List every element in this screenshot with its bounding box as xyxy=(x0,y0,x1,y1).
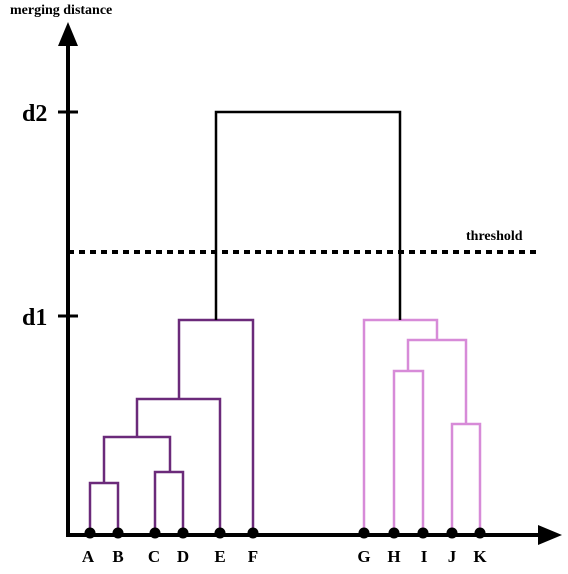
merge-c-d xyxy=(153,470,185,532)
leaf-label-k: K xyxy=(473,547,487,566)
leaf-point-h xyxy=(388,527,400,539)
merge-g-hijk xyxy=(362,318,439,532)
merge-ab-cd xyxy=(102,435,172,483)
x-axis-arrowhead xyxy=(538,525,562,545)
leaf-label-d: D xyxy=(177,547,189,566)
leaf-point-b xyxy=(112,527,124,539)
leaf-point-d xyxy=(177,527,189,539)
leaf-point-k xyxy=(474,527,486,539)
leaf-label-j: J xyxy=(448,547,457,566)
leaf-label-h: H xyxy=(387,547,400,566)
leaf-point-e xyxy=(214,527,226,539)
leaf-labels: A B C D E F G H I J K xyxy=(82,547,488,566)
right-cluster xyxy=(362,318,482,532)
tick-label-d1: d1 xyxy=(22,305,47,331)
y-axis-title: merging distance xyxy=(10,3,112,18)
y-axis-arrowhead xyxy=(58,22,78,46)
leaf-label-i: I xyxy=(421,547,428,566)
left-cluster xyxy=(88,318,255,532)
leaf-label-b: B xyxy=(112,547,123,566)
leaf-point-g xyxy=(358,527,370,539)
leaf-point-a xyxy=(84,527,96,539)
leaf-label-g: G xyxy=(357,547,370,566)
merge-abcde-f xyxy=(177,318,255,532)
leaf-point-c xyxy=(149,527,161,539)
leaf-point-j xyxy=(446,527,458,539)
merge-h-i xyxy=(392,369,425,532)
merge-a-b xyxy=(88,481,120,532)
leaf-label-c: C xyxy=(148,547,160,566)
merge-j-k xyxy=(450,422,482,532)
root-merge xyxy=(214,110,402,320)
leaf-point-i xyxy=(417,527,429,539)
leaf-points xyxy=(84,527,486,539)
leaf-label-a: A xyxy=(82,547,95,566)
merge-hi-jk xyxy=(406,338,468,424)
threshold-label: threshold xyxy=(466,229,523,244)
leaf-label-f: F xyxy=(248,547,258,566)
leaf-point-f xyxy=(247,527,259,539)
leaf-label-e: E xyxy=(214,547,225,566)
merge-abcd-e xyxy=(135,397,222,532)
tick-label-d2: d2 xyxy=(22,101,47,127)
